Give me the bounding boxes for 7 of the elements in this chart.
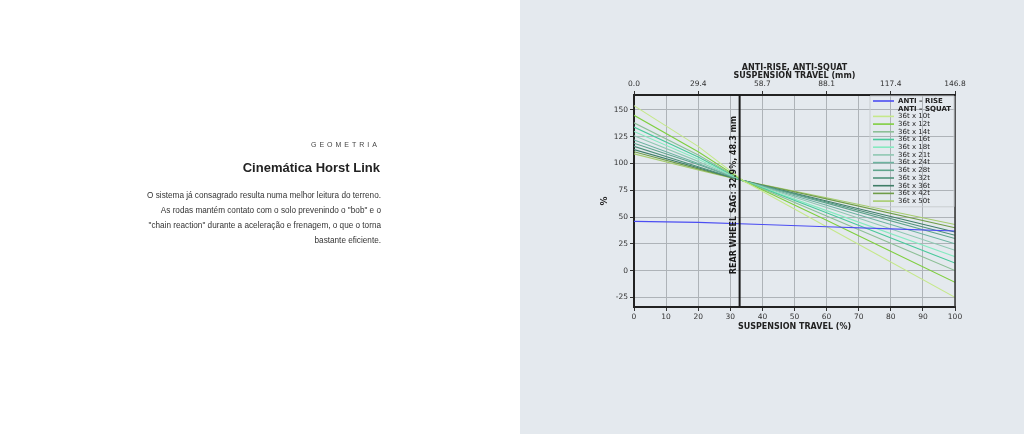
text: Cinemática Horst Link [242,160,380,175]
y-axis-title: % [599,196,610,206]
ref-line-label: REAR WHEEL SAG: 32.9%, 48.3 mm [728,115,738,275]
x2-axis-title: SUSPENSION TRAVEL (mm) [733,71,856,81]
chart-title: ANTI-RISE, ANTI-SQUAT [741,63,848,73]
text: O sistema já consagrado resulta numa melhor leitura do terreno. As rodas mantém contato com o solo prevenindo o "bob" e o "chain reaction" durante a aceleração e frenagem, o que o torna bastante eficiente. [146,190,381,247]
x-axis-title: SUSPENSION TRAVEL (%) [737,322,852,332]
